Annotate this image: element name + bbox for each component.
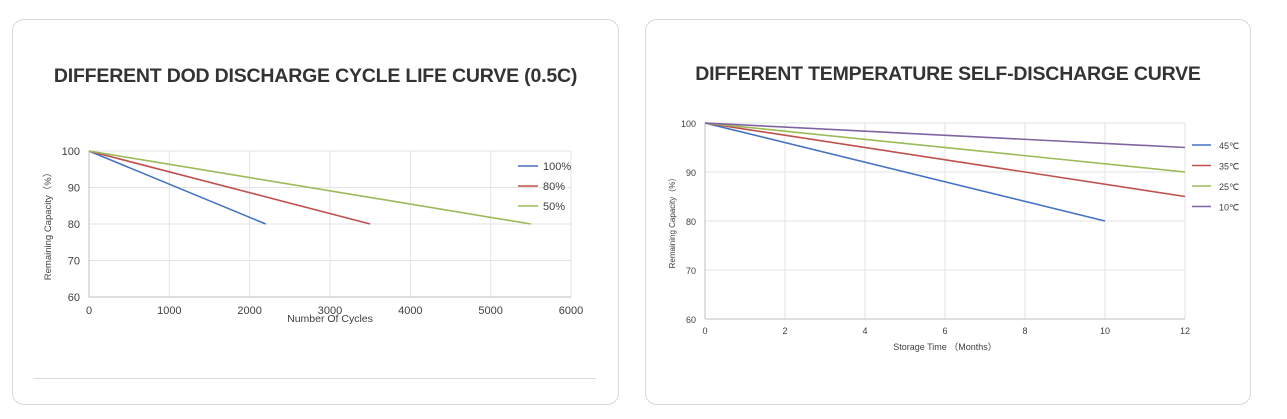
card-divider xyxy=(34,378,596,379)
temp-y-axis-label: Remaining Capacity（%） xyxy=(668,174,677,269)
temp-legend-label: 25℃ xyxy=(1219,182,1239,192)
temp-y-tick-label: 90 xyxy=(686,168,696,178)
dod-x-tick-label: 5000 xyxy=(478,305,502,317)
dod-y-axis-label: Remaining Capacity（%） xyxy=(42,168,54,280)
temp-y-tick-label: 70 xyxy=(686,266,696,276)
dod-series-line xyxy=(88,150,371,225)
temp-x-tick-label: 2 xyxy=(782,326,787,336)
temp-series-line xyxy=(704,122,1186,173)
temp-y-tick-label: 100 xyxy=(681,119,696,129)
temp-legend-label: 10℃ xyxy=(1219,203,1239,213)
temp-x-tick-label: 4 xyxy=(862,326,867,336)
dod-x-tick-label: 3000 xyxy=(318,305,342,317)
dod-x-tick-label: 1000 xyxy=(157,305,181,317)
dod-legend-label: 50% xyxy=(543,201,565,213)
temperature-self-discharge-card: DIFFERENT TEMPERATURE SELF-DISCHARGE CUR… xyxy=(645,19,1251,405)
temp-x-tick-label: 0 xyxy=(702,326,707,336)
dod-legend-label: 80% xyxy=(543,181,565,193)
temperature-chart-title: DIFFERENT TEMPERATURE SELF-DISCHARGE CUR… xyxy=(695,63,1201,85)
dod-x-axis-label: Number Of Cycles xyxy=(287,313,373,325)
dod-x-tick-label: 0 xyxy=(86,305,92,317)
temp-x-tick-label: 10 xyxy=(1100,326,1110,336)
temp-series-line xyxy=(704,122,1186,198)
dod-y-tick-label: 90 xyxy=(68,183,80,195)
temp-x-tick-label: 12 xyxy=(1180,326,1190,336)
dod-y-tick-label: 60 xyxy=(68,292,80,304)
temperature-self-discharge-chart: 60 70 80 90 100 0 2 4 6 8 10 12 Storage Time （Months… xyxy=(668,119,1239,352)
dod-series-line xyxy=(88,150,267,225)
dod-x-tick-label: 6000 xyxy=(559,305,583,317)
dod-y-tick-label: 80 xyxy=(68,219,80,231)
temp-series-line xyxy=(704,122,1186,149)
dod-legend-label: 100% xyxy=(543,161,571,173)
temp-legend-label: 45℃ xyxy=(1219,141,1239,151)
dod-y-tick-label: 70 xyxy=(68,256,80,268)
dod-x-tick-label: 2000 xyxy=(237,305,261,317)
dod-y-tick-label: 100 xyxy=(62,146,80,158)
dod-x-tick-label: 4000 xyxy=(398,305,422,317)
temp-y-tick-label: 80 xyxy=(686,217,696,227)
dod-series-line xyxy=(88,150,531,225)
temp-y-tick-label: 60 xyxy=(686,315,696,325)
temp-legend-label: 35℃ xyxy=(1219,162,1239,172)
temp-x-tick-label: 6 xyxy=(942,326,947,336)
temp-series-line xyxy=(704,122,1106,222)
temp-x-axis-label: Storage Time （Months） xyxy=(893,342,997,352)
temp-x-tick-label: 8 xyxy=(1022,326,1027,336)
dod-cycle-life-card: DIFFERENT DOD DISCHARGE CYCLE LIFE CURVE… xyxy=(12,19,619,405)
dod-chart-title: DIFFERENT DOD DISCHARGE CYCLE LIFE CURVE… xyxy=(53,65,578,87)
